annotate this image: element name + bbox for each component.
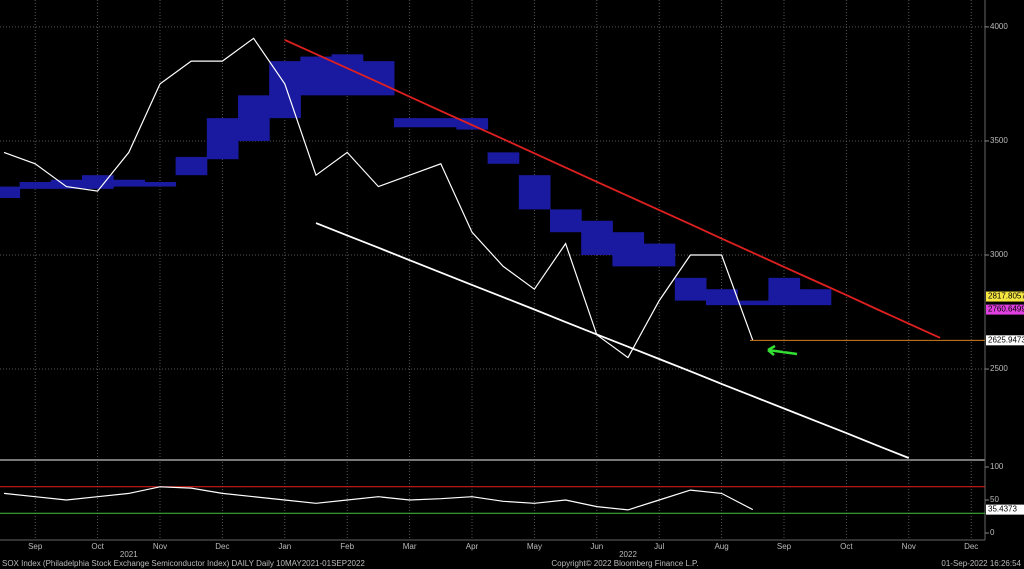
x-tick-label: Sep: [28, 542, 43, 551]
footer-center: Copyright© 2022 Bloomberg Finance L.P.: [551, 559, 698, 568]
cloud: [206, 118, 239, 160]
cloud: [175, 156, 208, 176]
marker-label: 2625.9473: [988, 335, 1024, 344]
x-tick-label: Dec: [215, 542, 229, 551]
x-tick-label: Mar: [403, 542, 417, 551]
x-tick-label: Oct: [91, 542, 104, 551]
x-tick-label: Sep: [777, 542, 792, 551]
cloud: [82, 175, 114, 189]
marker-box: [986, 335, 1024, 346]
price-line: [284, 39, 941, 339]
price-line: [3, 37, 754, 359]
x-tick-label: Jun: [590, 542, 603, 551]
cloud: [113, 179, 145, 187]
cloud: [456, 118, 489, 130]
y-tick-label: 4000: [990, 22, 1008, 31]
marker-box: [986, 291, 1024, 302]
cloud: [706, 289, 738, 306]
price-line: [3, 486, 754, 511]
price-line: [315, 222, 910, 459]
cloud: [487, 152, 520, 164]
cloud: [799, 289, 832, 306]
cloud: [612, 232, 645, 267]
x-tick-label: Dec: [964, 542, 978, 551]
cloud: [425, 118, 457, 128]
marker-box: [986, 304, 1024, 315]
cloud: [394, 118, 426, 128]
x-tick-label: Jul: [654, 542, 664, 551]
y-tick-label: 2500: [990, 364, 1008, 373]
cloud: [674, 277, 707, 301]
cloud: [0, 186, 21, 198]
cloud: [269, 61, 301, 119]
cloud: [581, 220, 613, 256]
y-tick-label: 0: [990, 528, 995, 537]
footer-right: 01-Sep-2022 16:26:54: [941, 559, 1021, 568]
cloud: [768, 277, 801, 306]
arrow: [767, 344, 798, 356]
cloud: [550, 209, 582, 233]
marker-label: 2760.6499: [988, 305, 1024, 314]
cloud: [737, 300, 769, 306]
cloud: [643, 243, 676, 267]
x-tick-label: Feb: [340, 542, 354, 551]
cloud: [300, 56, 333, 96]
x-tick-label: Nov: [153, 542, 167, 551]
x-tick-label: Nov: [902, 542, 916, 551]
x-tick-label: Apr: [466, 542, 479, 551]
x-tick-label: Oct: [840, 542, 853, 551]
year-label: 2021: [120, 550, 138, 559]
cloud: [518, 175, 551, 210]
footer-left: SOX Index (Philadelphia Stock Exchange S…: [2, 559, 365, 568]
marker-label: 35.4373: [988, 505, 1017, 514]
marker-label: 2817.8057: [988, 292, 1024, 301]
marker-box: [986, 504, 1024, 515]
year-label: 2022: [619, 550, 637, 559]
y-tick-label: 3000: [990, 250, 1008, 259]
cloud: [238, 95, 270, 141]
y-tick-label: 50: [990, 495, 999, 504]
cloud: [19, 182, 52, 189]
y-tick-label: 100: [990, 462, 1004, 471]
x-tick-label: May: [527, 542, 542, 551]
cloud: [50, 179, 83, 189]
cloud: [144, 182, 177, 187]
x-tick-label: Aug: [714, 542, 728, 551]
y-tick-label: 3500: [990, 136, 1008, 145]
cloud: [331, 54, 364, 96]
x-tick-label: Jan: [278, 542, 291, 551]
